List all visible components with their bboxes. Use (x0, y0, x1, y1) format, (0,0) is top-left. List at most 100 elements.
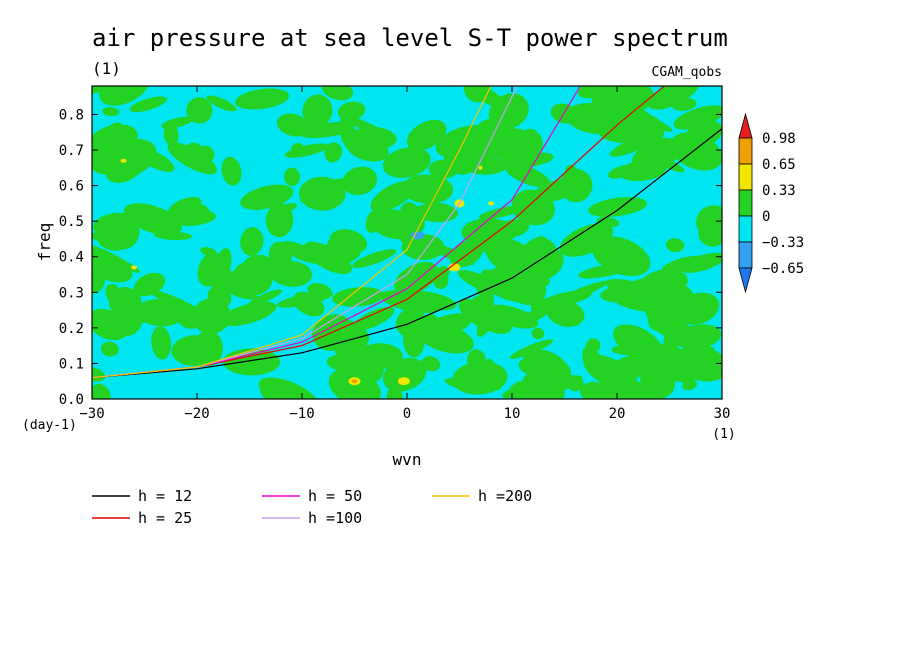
field-patch (241, 254, 276, 282)
field-patch (524, 178, 575, 207)
field-spot (120, 158, 127, 163)
field-patch (163, 123, 179, 146)
field-patch (479, 127, 542, 161)
field-patch (645, 304, 660, 325)
legend-label: h =100 (308, 509, 362, 527)
field-patch (352, 249, 397, 268)
y-tick-label: 0.3 (59, 285, 84, 301)
y-axis-label: freq (35, 223, 54, 262)
field-patch (258, 377, 319, 399)
field-patch (337, 101, 366, 121)
field-patch (311, 321, 365, 349)
field-patch (421, 356, 441, 372)
field-patch (698, 223, 722, 247)
plot-area (91, 85, 723, 400)
field-patch (248, 289, 283, 306)
field-patch (452, 361, 508, 395)
field-patch (206, 95, 237, 112)
field-patch (551, 280, 609, 306)
field-patch (406, 119, 447, 151)
x-tick-label: −10 (289, 406, 314, 422)
y-axis: 0.0 0.1 0.2 0.3 0.4 0.5 0.6 0.7 0.8 (59, 107, 722, 408)
field-patch (531, 327, 545, 340)
field-patch (240, 184, 294, 210)
field-spot (131, 265, 137, 270)
field-patch (631, 137, 681, 174)
field-patch (284, 167, 300, 186)
field-spot (351, 379, 358, 384)
field-patch (600, 285, 644, 303)
field-patch (346, 135, 389, 162)
field-patch (342, 166, 378, 196)
field-patch (161, 116, 194, 129)
field-patch (260, 385, 283, 399)
field-patch (509, 339, 554, 359)
field-patch (221, 156, 242, 186)
field-patch (240, 227, 264, 256)
field-patch (129, 96, 167, 113)
x-tick-label: −20 (184, 406, 209, 422)
legend-label: h = 25 (138, 509, 192, 527)
x-tick-label: 0 (403, 406, 411, 422)
field-patch (324, 142, 343, 163)
spectrum-field (92, 86, 722, 399)
field-patch (485, 238, 539, 277)
field-patch (382, 147, 431, 178)
colorbar-segment (738, 163, 753, 191)
field-patch (501, 387, 524, 399)
field-patch (307, 283, 332, 299)
colorbar: 0.98 0.65 0.33 0 −0.33 −0.65 (738, 112, 804, 294)
legend-label: h = 12 (138, 487, 192, 505)
y-tick-label: 0.1 (59, 356, 84, 372)
x-axis: −30 −20 −10 0 10 20 30 (79, 86, 730, 422)
field-patch (133, 147, 175, 172)
colorbar-label: −0.33 (762, 235, 804, 251)
field-spot (478, 165, 483, 170)
colorbar-label: 0.33 (762, 183, 796, 199)
colorbar-min-arrow (738, 267, 753, 294)
field-patch (95, 216, 138, 226)
source-label: CGAM_qobs (652, 65, 722, 80)
legend: h = 12 h = 25 h = 50 h =100 h =200 (92, 487, 532, 527)
field-patch (402, 290, 457, 311)
field-patch (559, 223, 614, 257)
field-patch (193, 330, 223, 367)
y-tick-label: 0.4 (59, 250, 84, 266)
field-patch (151, 326, 172, 360)
field-patch (415, 202, 458, 223)
x-axis-label: wvn (393, 450, 422, 469)
field-patch (100, 341, 119, 357)
legend-label: h =200 (478, 487, 532, 505)
field-patch (682, 379, 697, 391)
field-patch (626, 113, 665, 147)
field-patch (92, 366, 106, 382)
legend-label: h = 50 (308, 487, 362, 505)
field-patch (670, 357, 722, 381)
field-patch (403, 324, 425, 358)
colorbar-label: −0.65 (762, 261, 804, 277)
field-patch (544, 362, 572, 396)
field-patch (480, 269, 521, 293)
field-patch (579, 381, 623, 399)
field-patch (473, 87, 505, 107)
colorbar-label: 0 (762, 209, 770, 225)
field-patch (641, 343, 692, 364)
field-patch (586, 338, 601, 353)
field-patch (136, 299, 184, 327)
field-patch (210, 269, 249, 297)
field-patch (369, 209, 421, 240)
y-axis-unit: (day-1) (22, 418, 77, 433)
colorbar-max-arrow (738, 112, 753, 139)
field-patch (640, 365, 676, 399)
field-patch (429, 243, 475, 266)
field-spot (488, 201, 494, 206)
field-patch (402, 174, 454, 204)
field-patch (648, 86, 701, 110)
field-patch (235, 88, 290, 110)
x-tick-label: 20 (609, 406, 626, 422)
field-patch (474, 275, 494, 308)
field-patch (92, 383, 111, 399)
field-spot (397, 377, 410, 386)
field-patch (485, 304, 539, 329)
field-patch (186, 97, 213, 124)
